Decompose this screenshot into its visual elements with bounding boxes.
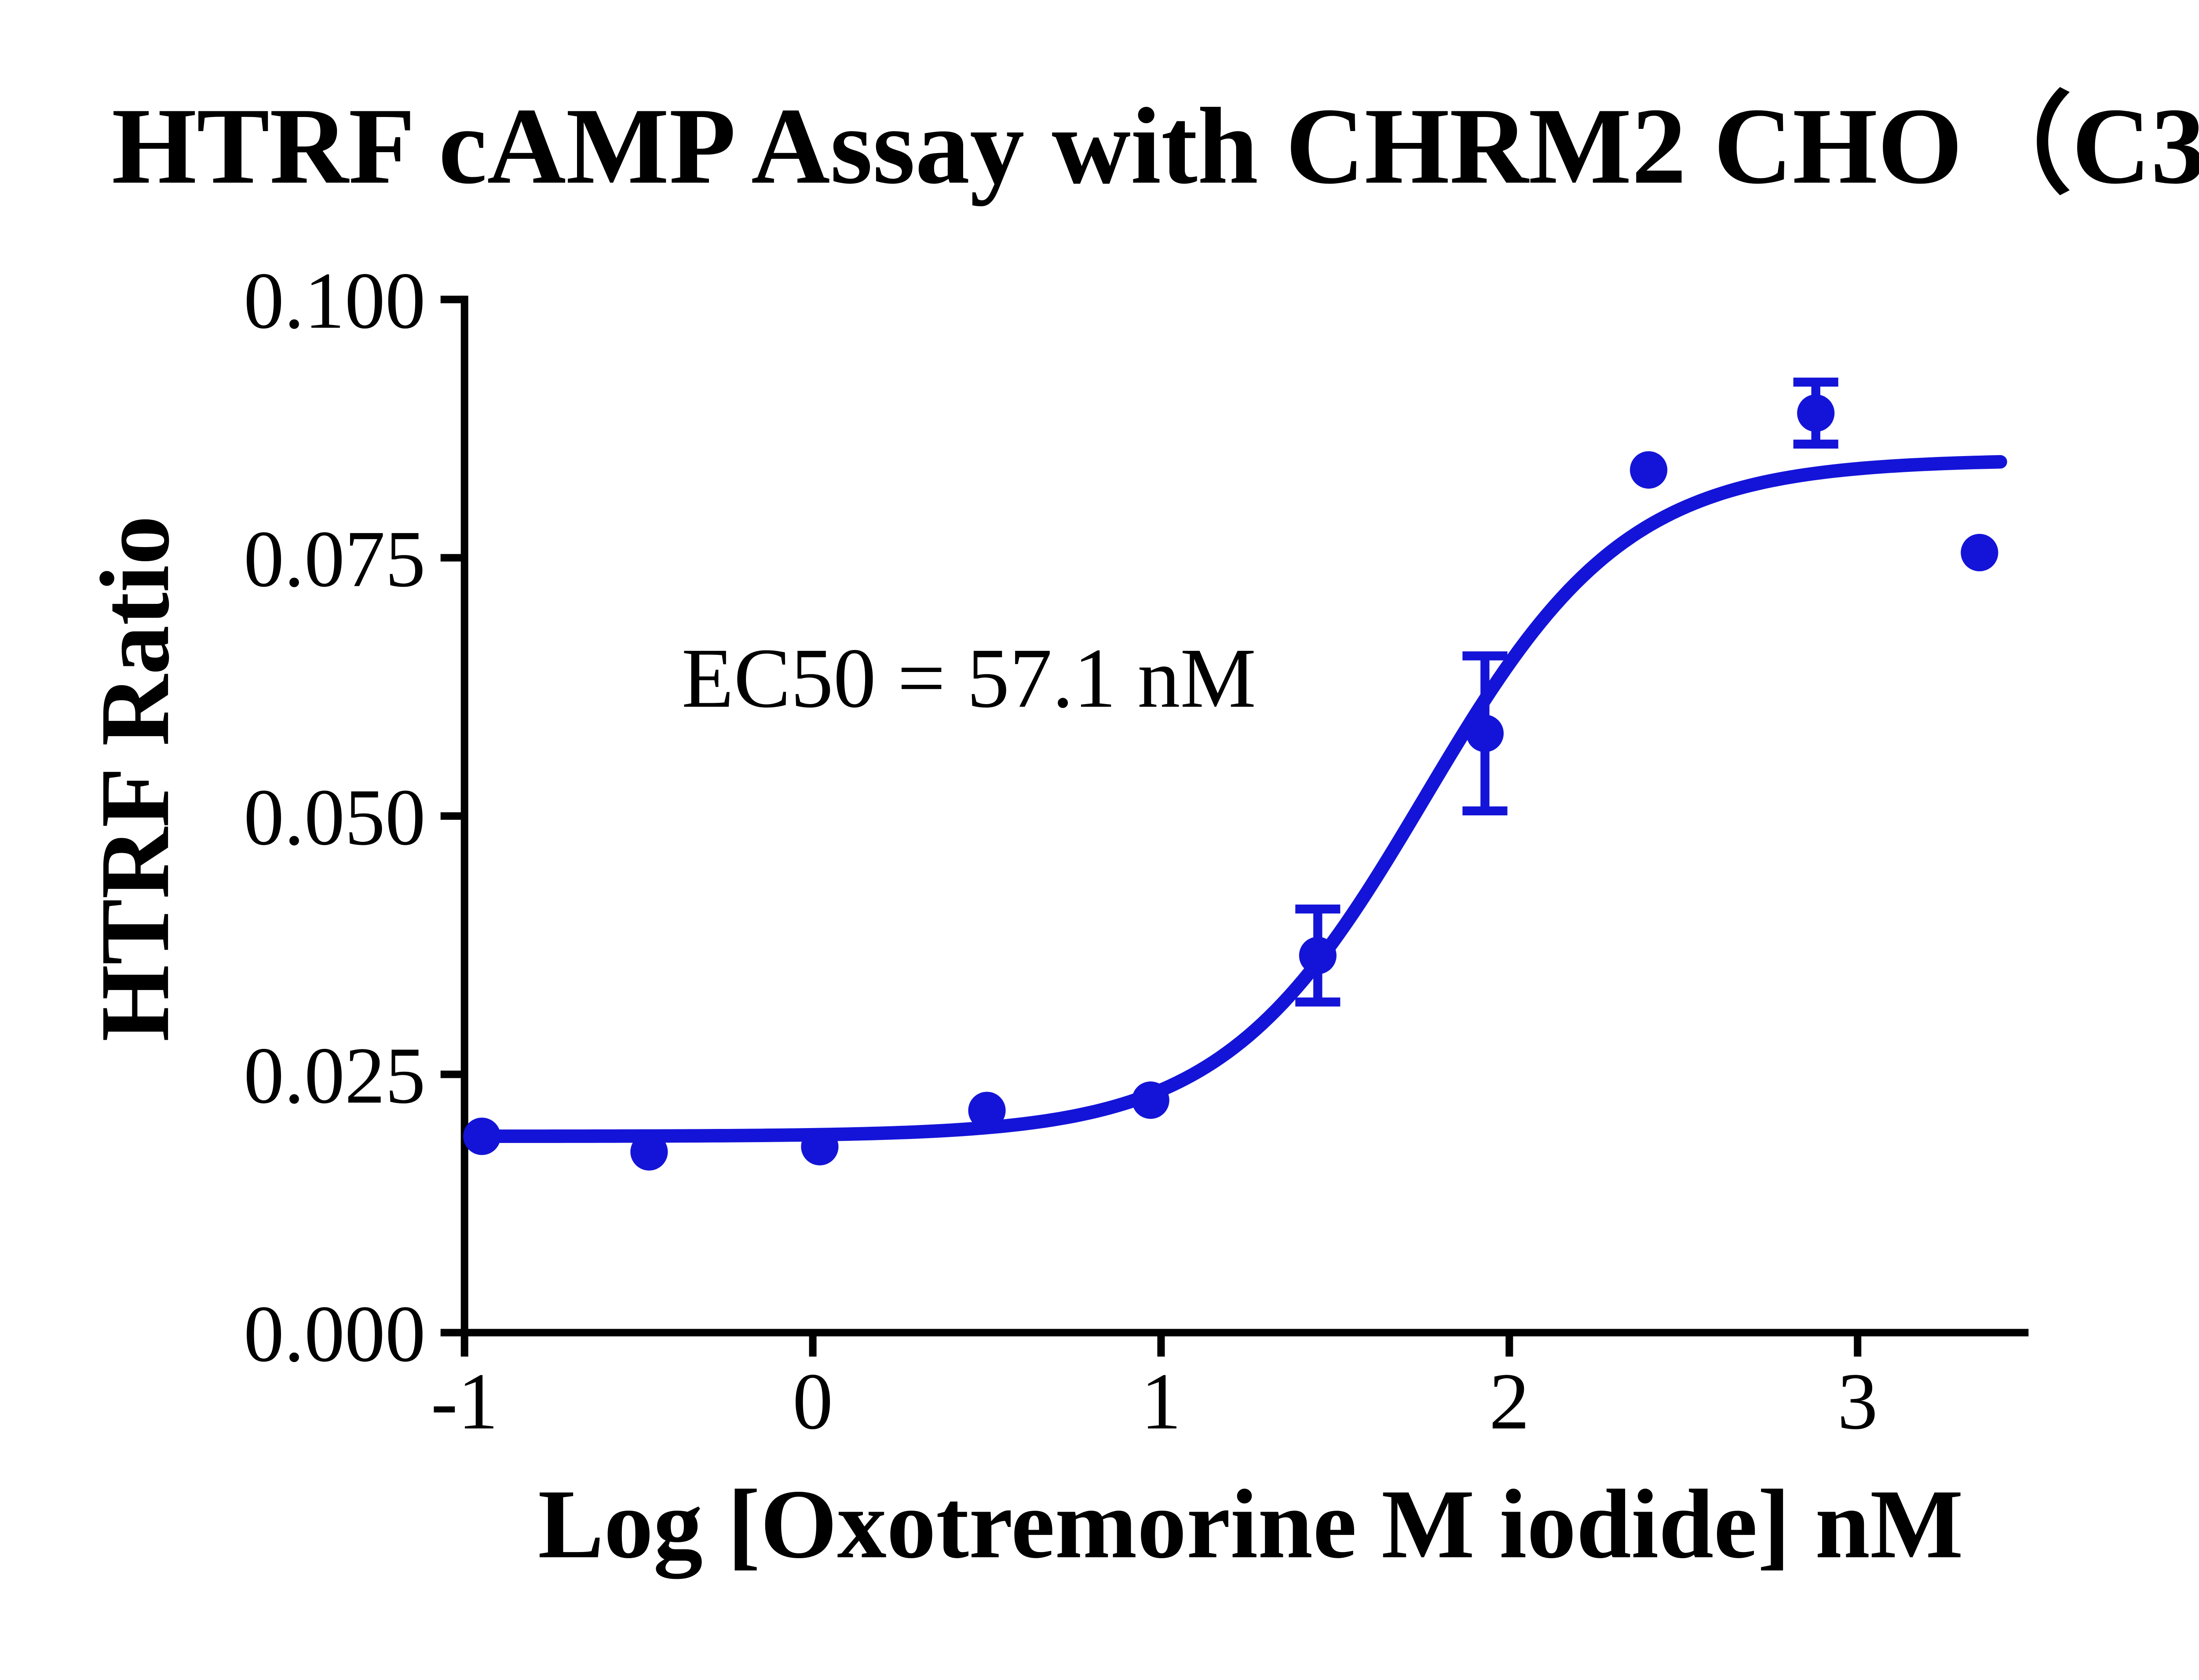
x-axis-ticks: -1 0 1 2 3 — [431, 1333, 1878, 1446]
data-point — [1630, 451, 1668, 489]
data-points — [463, 394, 1998, 1171]
x-tick-label: 0 — [793, 1356, 833, 1446]
y-tick-label: 0.075 — [244, 514, 426, 604]
y-axis-label: HTRF Ratio — [80, 515, 190, 1041]
x-tick-label: -1 — [431, 1356, 498, 1446]
x-tick-label: 3 — [1837, 1356, 1878, 1446]
x-tick-label: 1 — [1141, 1356, 1181, 1446]
x-tick-label: 2 — [1489, 1356, 1530, 1446]
error-bars — [1295, 377, 1838, 1007]
y-tick-label: 0.100 — [244, 256, 426, 345]
x-axis-label: Log [Oxotremorine M iodide] nM — [538, 1469, 1963, 1579]
fit-curve — [468, 455, 2007, 1143]
y-tick-label: 0.050 — [244, 772, 426, 862]
data-point — [463, 1118, 501, 1155]
data-point — [968, 1092, 1006, 1129]
data-point — [630, 1133, 668, 1171]
y-tick-label: 0.025 — [244, 1030, 426, 1120]
y-tick-label: 0.000 — [244, 1289, 426, 1378]
data-point — [1299, 937, 1337, 975]
axes — [460, 296, 2029, 1337]
data-point — [1797, 394, 1835, 432]
axis-lines — [460, 296, 2029, 1337]
data-point — [1466, 715, 1504, 752]
y-axis-ticks: 0.000 0.025 0.050 0.075 0.100 — [244, 256, 465, 1378]
chart-title: HTRF cAMP Assay with CHRM2 CHO（C3） — [112, 85, 2199, 206]
data-point — [801, 1128, 839, 1165]
ec50-annotation: EC50 = 57.1 nM — [682, 631, 1256, 725]
dose-response-fit-curve — [468, 455, 2007, 1143]
data-point — [1961, 533, 1998, 572]
data-point — [1132, 1081, 1169, 1119]
